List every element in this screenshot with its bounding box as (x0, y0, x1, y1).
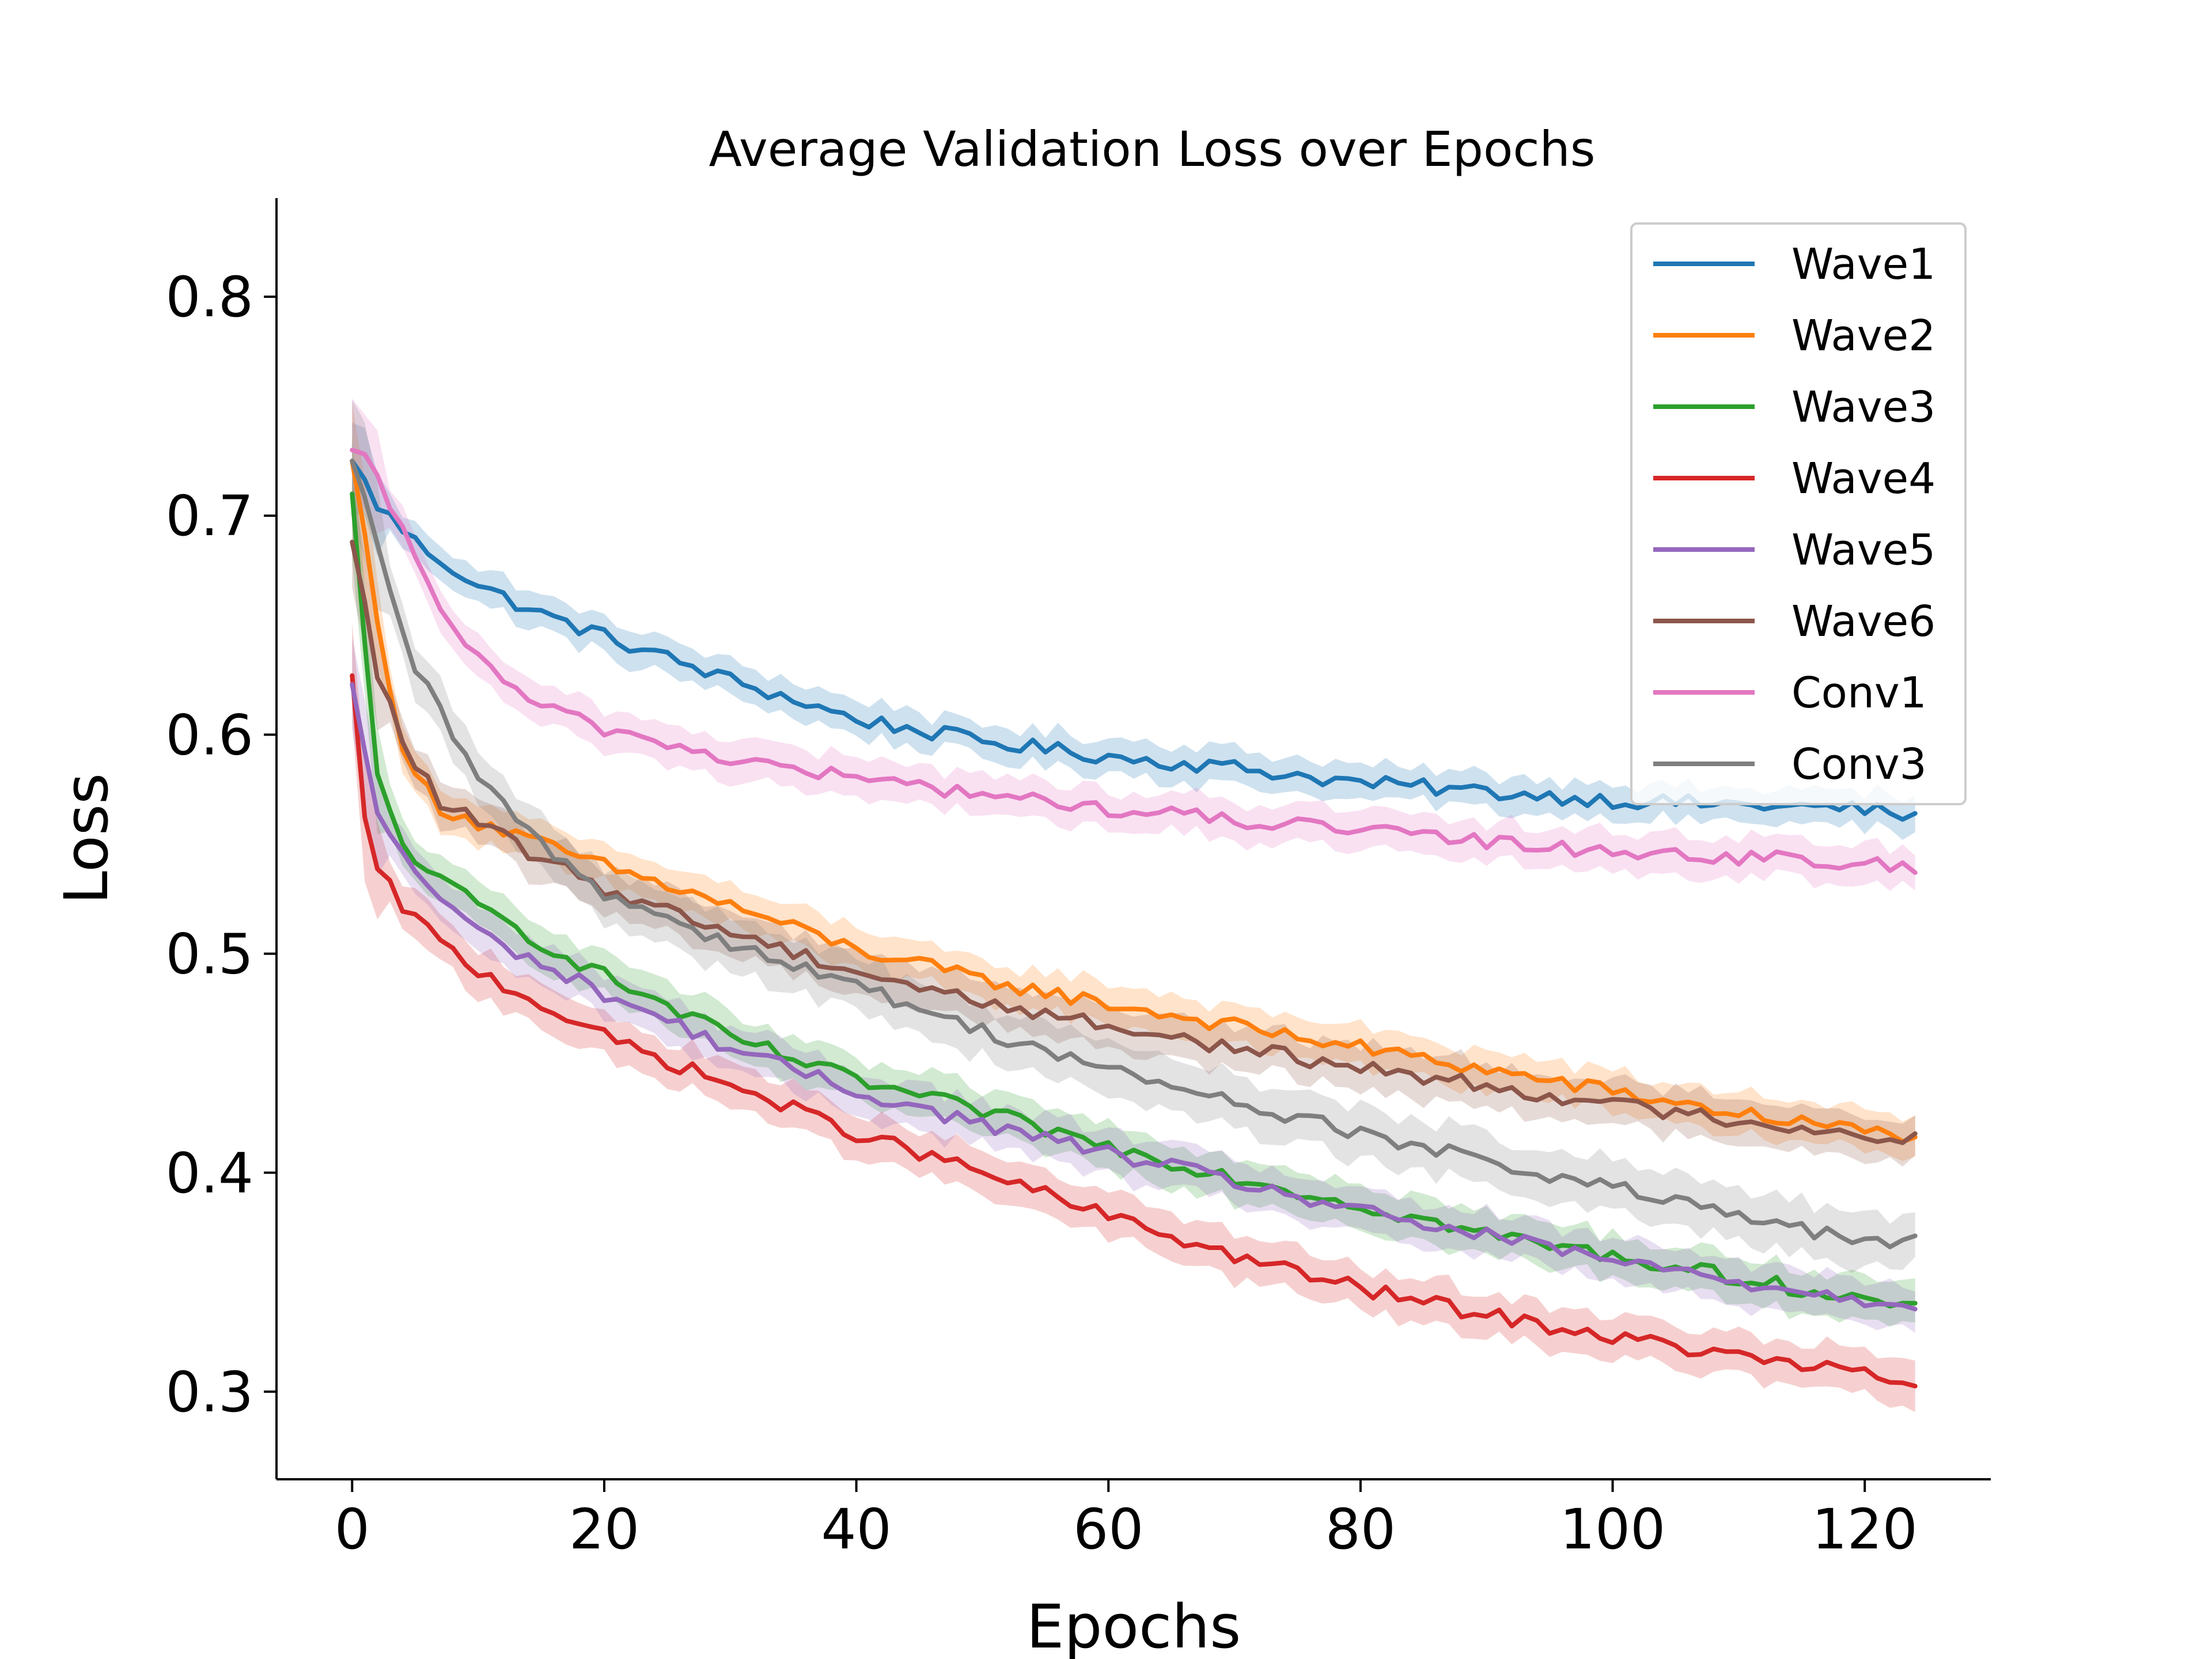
y-tick-label: 0.4 (165, 1141, 253, 1206)
x-tick-label: 120 (1812, 1497, 1918, 1562)
x-tick-label: 100 (1560, 1497, 1665, 1562)
legend-label-wave5: Wave5 (1791, 525, 1936, 575)
legend: Wave1 Wave2 Wave3 Wave4 Wave5 Wave6 Conv1 Conv3 (1630, 222, 1967, 805)
y-axis-title: Loss (51, 773, 122, 904)
legend-label-conv1: Conv1 (1791, 668, 1927, 718)
y-ticks: 0.3 0.4 0.5 0.6 0.7 0.8 (165, 265, 276, 1425)
series-line-wave4 (350, 673, 1918, 1389)
x-tick-label: 60 (1073, 1497, 1143, 1562)
legend-label-wave4: Wave4 (1791, 454, 1936, 503)
legend-frame (1630, 222, 1967, 805)
series-line-wave5 (350, 682, 1918, 1312)
band-conv1 (352, 399, 1915, 891)
band-wave6 (352, 479, 1915, 1167)
x-axis-title: Epochs (1027, 1592, 1241, 1659)
series-line-wave6 (350, 539, 1918, 1145)
legend-label-wave2: Wave2 (1791, 311, 1936, 361)
x-tick-label: 0 (335, 1497, 370, 1562)
x-tick-label: 20 (569, 1497, 639, 1562)
y-tick-label: 0.3 (165, 1360, 253, 1425)
legend-label-wave6: Wave6 (1791, 597, 1936, 646)
x-tick-label: 80 (1325, 1497, 1396, 1562)
series-line-conv1 (350, 448, 1918, 875)
legend-label-conv3: Conv3 (1791, 740, 1927, 789)
legend-label-wave1: Wave1 (1791, 240, 1936, 289)
legend-label-wave3: Wave3 (1791, 382, 1936, 432)
y-tick-label: 0.5 (165, 922, 253, 987)
y-tick-label: 0.6 (165, 703, 253, 767)
series-line-wave3 (350, 491, 1918, 1309)
y-tick-label: 0.8 (165, 265, 253, 329)
band-conv3 (352, 399, 1915, 1273)
chart-title: Average Validation Loss over Epochs (709, 121, 1595, 177)
x-ticks: 0 20 40 60 80 100 120 (335, 1479, 1918, 1562)
x-tick-label: 40 (821, 1497, 892, 1562)
y-tick-label: 0.7 (165, 484, 253, 548)
series-line-conv3 (350, 459, 1918, 1249)
axes (275, 198, 1991, 1480)
series-line-wave2 (350, 459, 1918, 1144)
